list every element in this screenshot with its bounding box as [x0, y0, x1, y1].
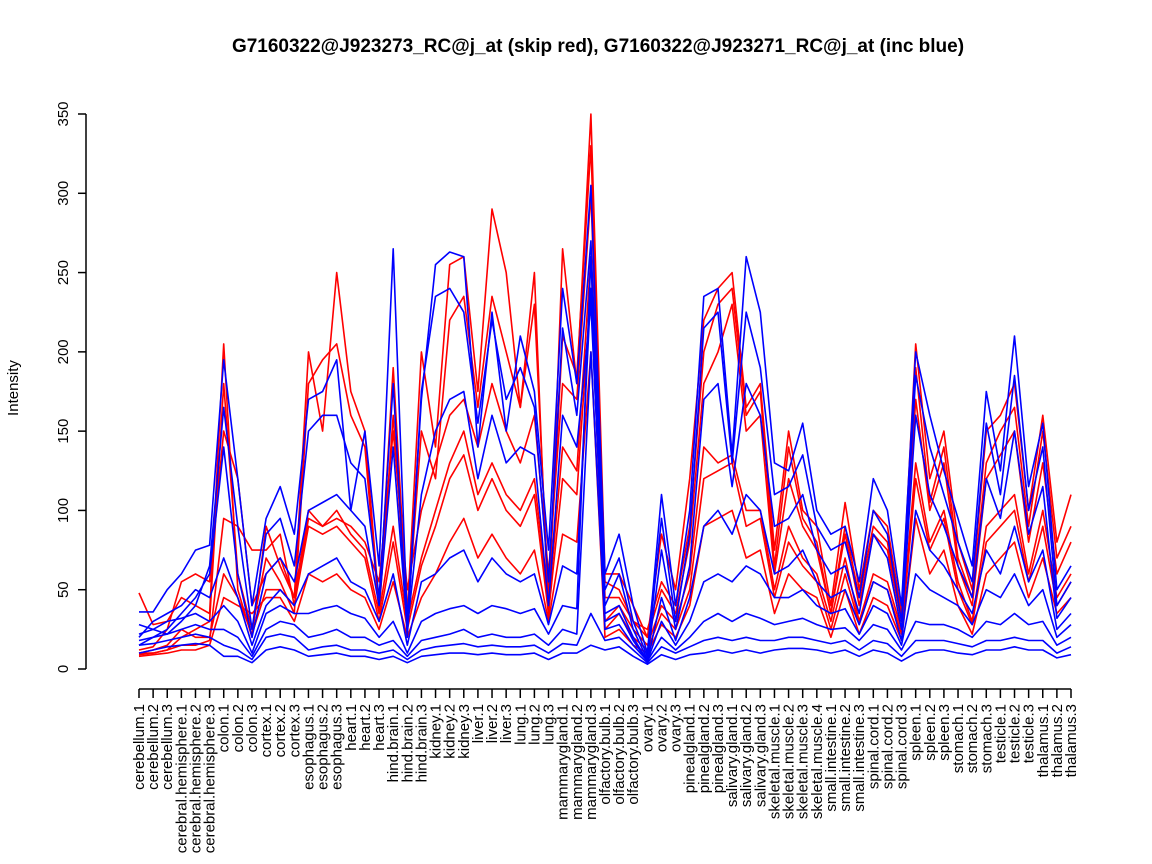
- x-tick-label: thalamus.3: [1063, 704, 1080, 777]
- y-tick-label: 0: [55, 665, 72, 673]
- x-tick-label: esophagus.3: [329, 704, 346, 790]
- y-tick-label: 50: [55, 581, 72, 598]
- x-tick-label: stomach.2: [964, 704, 981, 773]
- x-tick-label: heart.3: [371, 704, 388, 751]
- y-tick-label: 300: [55, 181, 72, 206]
- x-tick-label: liver.1: [470, 704, 487, 743]
- series-blue-line-6: [138, 351, 1072, 662]
- x-tick-label: colon.2: [230, 704, 247, 752]
- x-tick-label: esophagus.2: [315, 704, 332, 790]
- x-tick-label: cortex.1: [258, 704, 275, 757]
- x-tick-label: esophagus.1: [300, 704, 317, 790]
- x-tick-label: thalamus.2: [1049, 704, 1066, 777]
- x-tick-label: pinealgland.1: [682, 704, 699, 793]
- x-tick-label: colon.1: [216, 704, 233, 752]
- y-tick-label: 150: [55, 419, 72, 444]
- x-tick-label: cerebellum.1: [131, 704, 148, 790]
- x-tick-label: liver.2: [484, 704, 501, 743]
- series-red-line-6: [138, 351, 1072, 658]
- y-tick-label: 250: [55, 260, 72, 285]
- x-tick-label: skeletal.muscle.2: [781, 704, 798, 819]
- y-tick-label: 100: [55, 498, 72, 523]
- x-tick-label: mammarygland.3: [583, 704, 600, 820]
- x-tick-label: pinealgland.2: [696, 704, 713, 793]
- x-tick-label: lung.3: [541, 704, 558, 745]
- x-tick-label: lung.2: [526, 704, 543, 745]
- x-tick-label: hind.brain.1: [385, 704, 402, 782]
- x-tick-label: cortex.3: [286, 704, 303, 757]
- x-tick-label: ovary.2: [653, 704, 670, 752]
- x-tick-label: lung.1: [512, 704, 529, 745]
- x-tick-label: colon.3: [244, 704, 261, 752]
- x-tick-label: spleen.3: [936, 704, 953, 761]
- x-tick-label: thalamus.1: [1035, 704, 1052, 777]
- x-tick-label: ovary.1: [639, 704, 656, 752]
- x-tick-label: cerebral.hemisphere.1: [173, 704, 190, 853]
- series-blue-line-7: [138, 612, 1072, 664]
- x-tick-label: testicle.1: [992, 704, 1009, 763]
- x-tick-label: cerebellum.3: [159, 704, 176, 790]
- x-tick-label: heart.1: [343, 704, 360, 751]
- x-tick-label: stomach.3: [978, 704, 995, 773]
- x-tick-label: cerebellum.2: [145, 704, 162, 790]
- series-blue-line-8: [138, 642, 1072, 666]
- x-tick-label: stomach.1: [950, 704, 967, 773]
- series-blue-group: [138, 184, 1072, 666]
- x-tick-label: salivary.gland.2: [738, 704, 755, 807]
- x-tick-label: testicle.2: [1007, 704, 1024, 763]
- axes: 050100150200250300350cerebellum.1cerebel…: [55, 101, 1080, 853]
- x-tick-label: mammarygland.1: [555, 704, 572, 820]
- x-tick-label: skeletal.muscle.1: [766, 704, 783, 819]
- chart-title: G7160322@J923273_RC@j_at (skip red), G71…: [232, 36, 964, 57]
- x-tick-label: pinealgland.3: [710, 704, 727, 793]
- x-tick-label: small.intestine.1: [823, 704, 840, 812]
- y-tick-label: 200: [55, 339, 72, 364]
- x-tick-label: cortex.2: [272, 704, 289, 757]
- x-tick-label: olfactory.bulb.3: [625, 704, 642, 805]
- x-tick-label: salivary.gland.3: [752, 704, 769, 807]
- x-tick-label: cerebral.hemisphere.3: [202, 704, 219, 853]
- x-tick-label: ovary.3: [668, 704, 685, 752]
- x-tick-label: spleen.1: [908, 704, 925, 761]
- x-tick-label: kidney.3: [456, 704, 473, 759]
- x-tick-label: spinal.cord.1: [865, 704, 882, 789]
- x-tick-label: spinal.cord.3: [894, 704, 911, 789]
- x-tick-label: heart.2: [357, 704, 374, 751]
- x-tick-label: small.intestine.2: [837, 704, 854, 812]
- x-tick-label: hind.brain.2: [399, 704, 416, 782]
- x-tick-label: salivary.gland.1: [724, 704, 741, 807]
- x-tick-label: olfactory.bulb.2: [611, 704, 628, 805]
- x-tick-label: olfactory.bulb.1: [597, 704, 614, 805]
- x-tick-label: cerebral.hemisphere.2: [187, 704, 204, 853]
- x-tick-label: kidney.2: [442, 704, 459, 759]
- y-axis-label: Intensity: [5, 360, 22, 416]
- x-tick-label: testicle.3: [1021, 704, 1038, 763]
- x-tick-label: mammarygland.2: [569, 704, 586, 820]
- x-tick-label: hind.brain.3: [413, 704, 430, 782]
- x-tick-label: skeletal.muscle.4: [809, 704, 826, 819]
- y-tick-label: 350: [55, 101, 72, 126]
- x-tick-label: skeletal.muscle.3: [795, 704, 812, 819]
- x-tick-label: spinal.cord.2: [879, 704, 896, 789]
- x-tick-label: kidney.1: [428, 704, 445, 759]
- x-tick-label: liver.3: [498, 704, 515, 743]
- x-tick-label: small.intestine.3: [851, 704, 868, 812]
- x-tick-label: spleen.2: [922, 704, 939, 761]
